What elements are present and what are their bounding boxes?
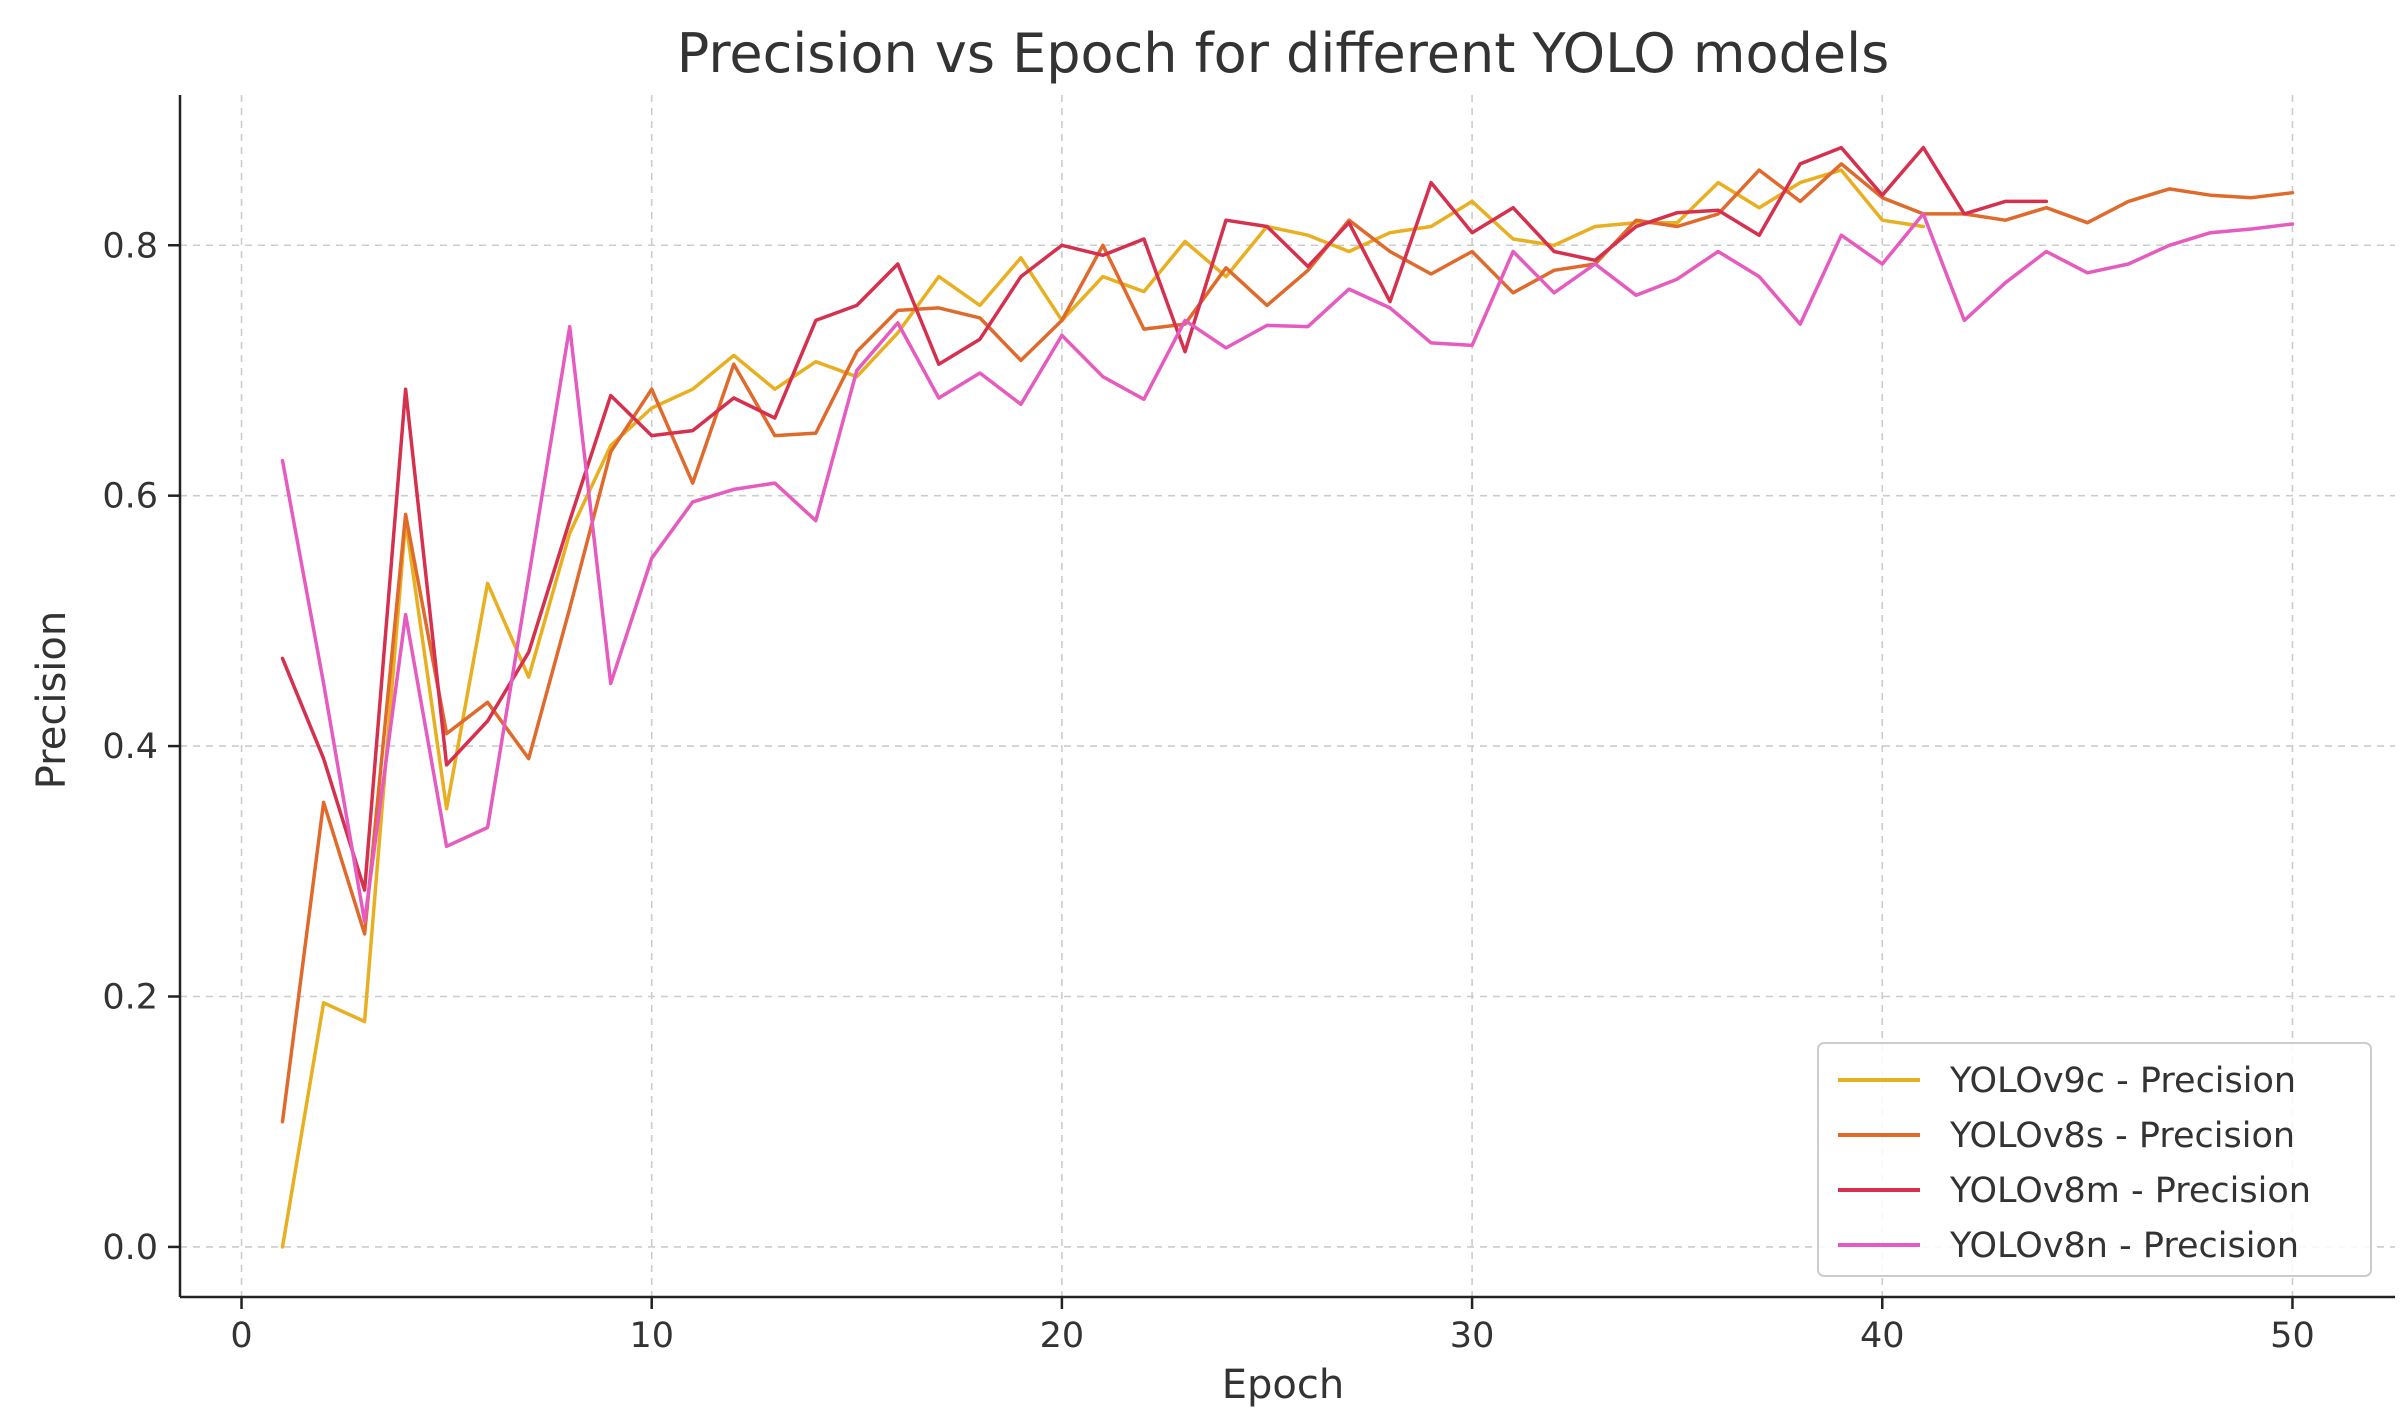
x-tick-label: 20 [1040,1316,1085,1356]
x-tick-label: 0 [230,1316,252,1356]
x-tick-label: 50 [2270,1316,2315,1356]
series-line-2 [280,162,2295,1124]
legend-label-3: YOLOv8m - Precision [1949,1171,2311,1211]
x-axis-label: Epoch [1222,1362,1344,1408]
series-line-3 [280,145,2049,892]
x-tick-label: 40 [1860,1316,1905,1356]
legend-label-1: YOLOv9c - Precision [1949,1061,2296,1101]
y-tick-label: 0.0 [102,1228,158,1268]
series-line-1 [280,168,1926,1249]
series-line-4 [280,212,2295,924]
y-tick-label: 0.4 [102,727,158,767]
series-lines [280,145,2295,1249]
y-tick-label: 0.8 [102,226,158,266]
grid-lines [180,95,2395,1297]
axes: 0 10 20 30 40 50 0.0 0.2 0.4 0.6 0.8 [102,95,2395,1356]
legend-box [1817,1042,2372,1277]
y-axis-label: Precision [29,611,75,789]
y-tick-label: 0.2 [102,978,158,1018]
legend-label-2: YOLOv8s - Precision [1949,1116,2295,1156]
y-tick-label: 0.6 [102,477,158,517]
x-tick-label: 30 [1450,1316,1495,1356]
legend: YOLOv9c - Precision YOLOv8s - Precision YO… [1817,1042,2372,1277]
legend-label-4: YOLOv8n - Precision [1949,1226,2299,1266]
chart-title: Precision vs Epoch for different YOLO mo… [677,22,1889,85]
x-tick-label: 10 [629,1316,674,1356]
